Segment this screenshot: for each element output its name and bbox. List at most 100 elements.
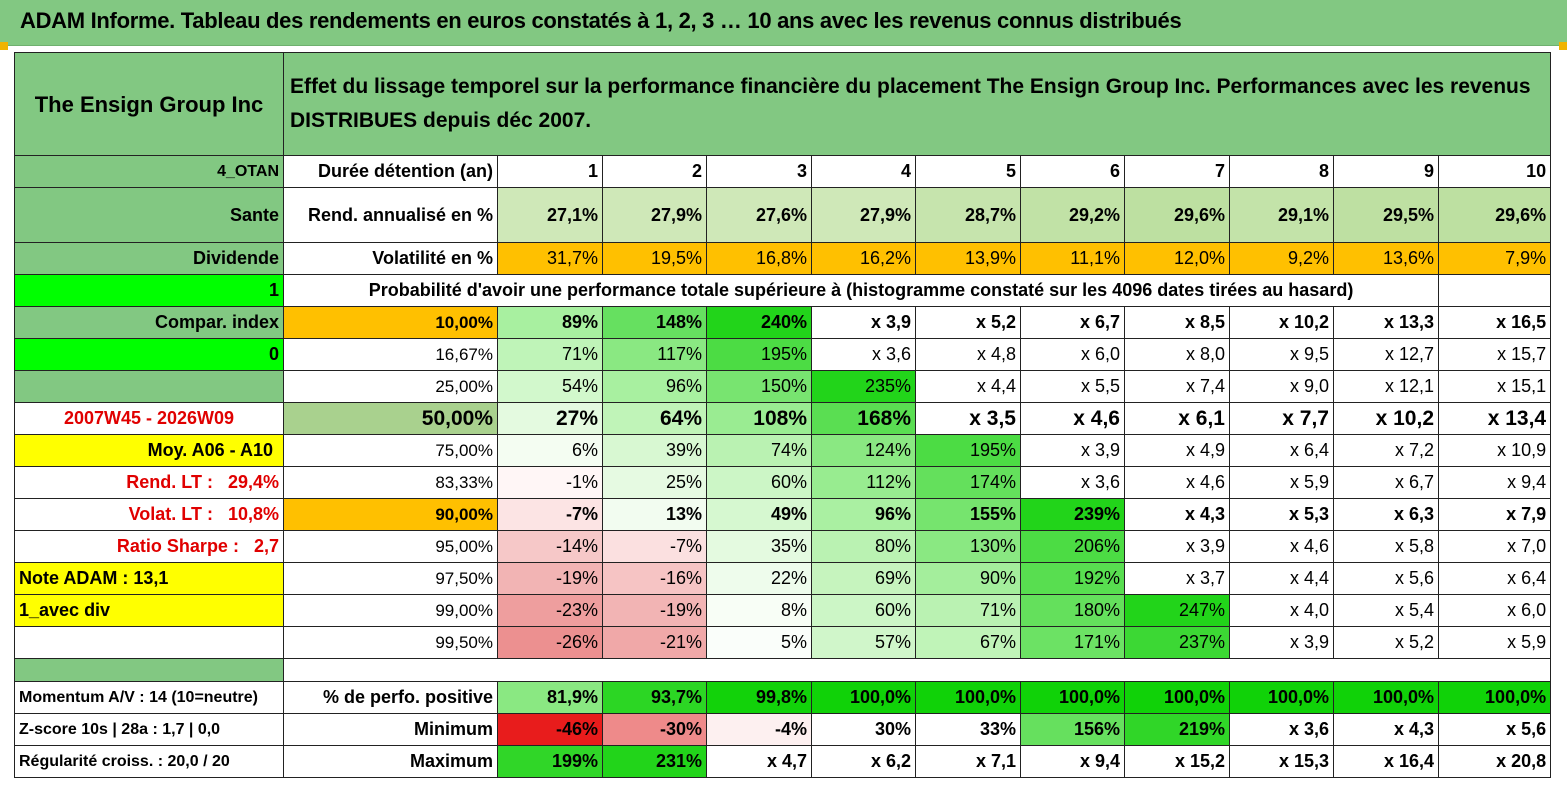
probability-cell: 171% [1020, 626, 1125, 659]
probability-cell: x 7,0 [1437, 530, 1552, 563]
probability-cell: x 3,9 [811, 306, 916, 339]
probability-cell: 67% [915, 626, 1021, 659]
probability-cell: 108% [706, 402, 812, 435]
probability-cell: 124% [811, 434, 916, 467]
probability-cell: 5% [706, 626, 812, 659]
blank-left-cell [14, 370, 284, 403]
volatility-cell: 16,8% [706, 242, 812, 275]
probability-cell: 80% [811, 530, 916, 563]
probability-cell: x 4,4 [915, 370, 1021, 403]
annualized-return-cell: 29,2% [1020, 187, 1125, 243]
probability-cell: x 10,2 [1229, 306, 1334, 339]
probability-row-median: 2007W45 - 2026W09 50,00% 27% 64% 108% 16… [14, 402, 1552, 435]
asset-code: 4_OTAN [14, 155, 284, 188]
stats-cell: 30% [811, 713, 916, 746]
probability-row: Compar. index 10,00% 89% 148% 240% x 3,9… [14, 306, 1552, 339]
probability-cell: 22% [706, 562, 812, 595]
type-cell: Dividende [14, 242, 284, 275]
probability-cell: x 6,4 [1437, 562, 1552, 595]
probability-cell: 112% [811, 466, 916, 499]
year-header: 6 [1020, 155, 1125, 188]
probability-cell: x 8,0 [1124, 338, 1230, 371]
probability-cell: 49% [706, 498, 812, 531]
year-header: 4 [811, 155, 916, 188]
period-cell: 2007W45 - 2026W09 [14, 402, 284, 435]
probability-cell: 206% [1020, 530, 1125, 563]
probability-percentile: 10,00% [283, 306, 498, 339]
annualized-return-cell: 27,6% [706, 187, 812, 243]
spacer-cell [14, 658, 284, 682]
probability-cell: 240% [706, 306, 812, 339]
stats-row: Régularité croiss. : 20,0 / 20 Maximum 1… [14, 745, 1552, 778]
annualized-return-cell: 29,1% [1229, 187, 1334, 243]
probability-cell: -21% [602, 626, 707, 659]
stats-cell: 81,9% [497, 681, 603, 714]
sector-cell: Sante [14, 187, 284, 243]
stats-cell: x 3,6 [1229, 713, 1334, 746]
stats-cell: 100,0% [1229, 681, 1334, 714]
title-bar: ADAM Informe. Tableau des rendements en … [0, 0, 1567, 46]
blank-left-cell [14, 626, 284, 659]
probability-cell: -7% [602, 530, 707, 563]
volat-lt-label: Volat. LT : [128, 504, 213, 524]
probability-row: Volat. LT : 10,8% 90,00% -7% 13% 49% 96%… [14, 498, 1552, 531]
probability-cell: -14% [497, 530, 603, 563]
probability-cell: x 4,3 [1124, 498, 1230, 531]
probability-cell: -1% [497, 466, 603, 499]
probability-percentile: 75,00% [283, 434, 498, 467]
probability-cell: 60% [706, 466, 812, 499]
annualized-return-row: Sante Rend. annualisé en % 27,1% 27,9% 2… [14, 187, 1552, 243]
stats-cell: 100,0% [811, 681, 916, 714]
probability-cell: x 4,6 [1124, 466, 1230, 499]
year-header: 10 [1437, 155, 1552, 188]
year-header: 9 [1333, 155, 1439, 188]
sharpe-cell: Ratio Sharpe : 2,7 [14, 530, 284, 563]
annualized-return-cell: 27,9% [811, 187, 916, 243]
annualized-return-cell: 29,6% [1437, 187, 1552, 243]
probability-cell: x 3,9 [1229, 626, 1334, 659]
probability-cell: 195% [706, 338, 812, 371]
probability-cell: 89% [497, 306, 603, 339]
corner-marker [0, 42, 8, 50]
probability-cell: x 6,3 [1333, 498, 1439, 531]
probability-cell: x 5,5 [1020, 370, 1125, 403]
probability-cell: x 3,6 [1020, 466, 1125, 499]
probability-percentile: 99,00% [283, 594, 498, 627]
volatility-cell: 12,0% [1124, 242, 1230, 275]
year-header: 3 [706, 155, 812, 188]
volatility-cell: 19,5% [602, 242, 707, 275]
report-title: ADAM Informe. Tableau des rendements en … [20, 8, 1182, 33]
probability-percentile: 25,00% [283, 370, 498, 403]
probability-cell: 155% [915, 498, 1021, 531]
annualized-return-cell: 27,9% [602, 187, 707, 243]
probability-percentile: 83,33% [283, 466, 498, 499]
volatility-cell: 13,9% [915, 242, 1021, 275]
probability-cell: -19% [602, 594, 707, 627]
probability-cell: x 5,6 [1333, 562, 1439, 595]
rend-lt-label: Rend. LT : [126, 472, 213, 492]
probability-cell: x 4,4 [1229, 562, 1334, 595]
sharpe-value: 2,7 [253, 536, 279, 556]
probability-cell: x 3,5 [915, 402, 1021, 435]
stats-cell: x 7,1 [915, 745, 1021, 778]
flag-0-cell: 0 [14, 338, 284, 371]
regularite-cell: Régularité croiss. : 20,0 / 20 [14, 745, 284, 778]
probability-cell: 39% [602, 434, 707, 467]
duration-row: 4_OTAN Durée détention (an) 1 2 3 4 5 6 … [14, 155, 1552, 188]
probability-cell: 71% [497, 338, 603, 371]
flag-1-cell: 1 [14, 274, 284, 307]
probability-percentile: 90,00% [283, 498, 498, 531]
probability-row: Moy. A06 - A10 75,00% 6% 39% 74% 124% 19… [14, 434, 1552, 467]
header-row: The Ensign Group Inc Effet du lissage te… [14, 52, 1552, 156]
probability-cell: 192% [1020, 562, 1125, 595]
probability-cell: 168% [811, 402, 916, 435]
probability-cell: x 6,0 [1020, 338, 1125, 371]
volat-lt-value: 10,8% [227, 504, 279, 524]
probability-cell: x 12,1 [1333, 370, 1439, 403]
stats-row: Z-score 10s | 28a : 1,7 | 0,0 Minimum -4… [14, 713, 1552, 746]
probability-cell: 54% [497, 370, 603, 403]
probability-cell: -16% [602, 562, 707, 595]
year-header: 5 [915, 155, 1021, 188]
moy-cell: Moy. A06 - A10 [14, 434, 284, 467]
volat-lt-cell: Volat. LT : 10,8% [14, 498, 284, 531]
